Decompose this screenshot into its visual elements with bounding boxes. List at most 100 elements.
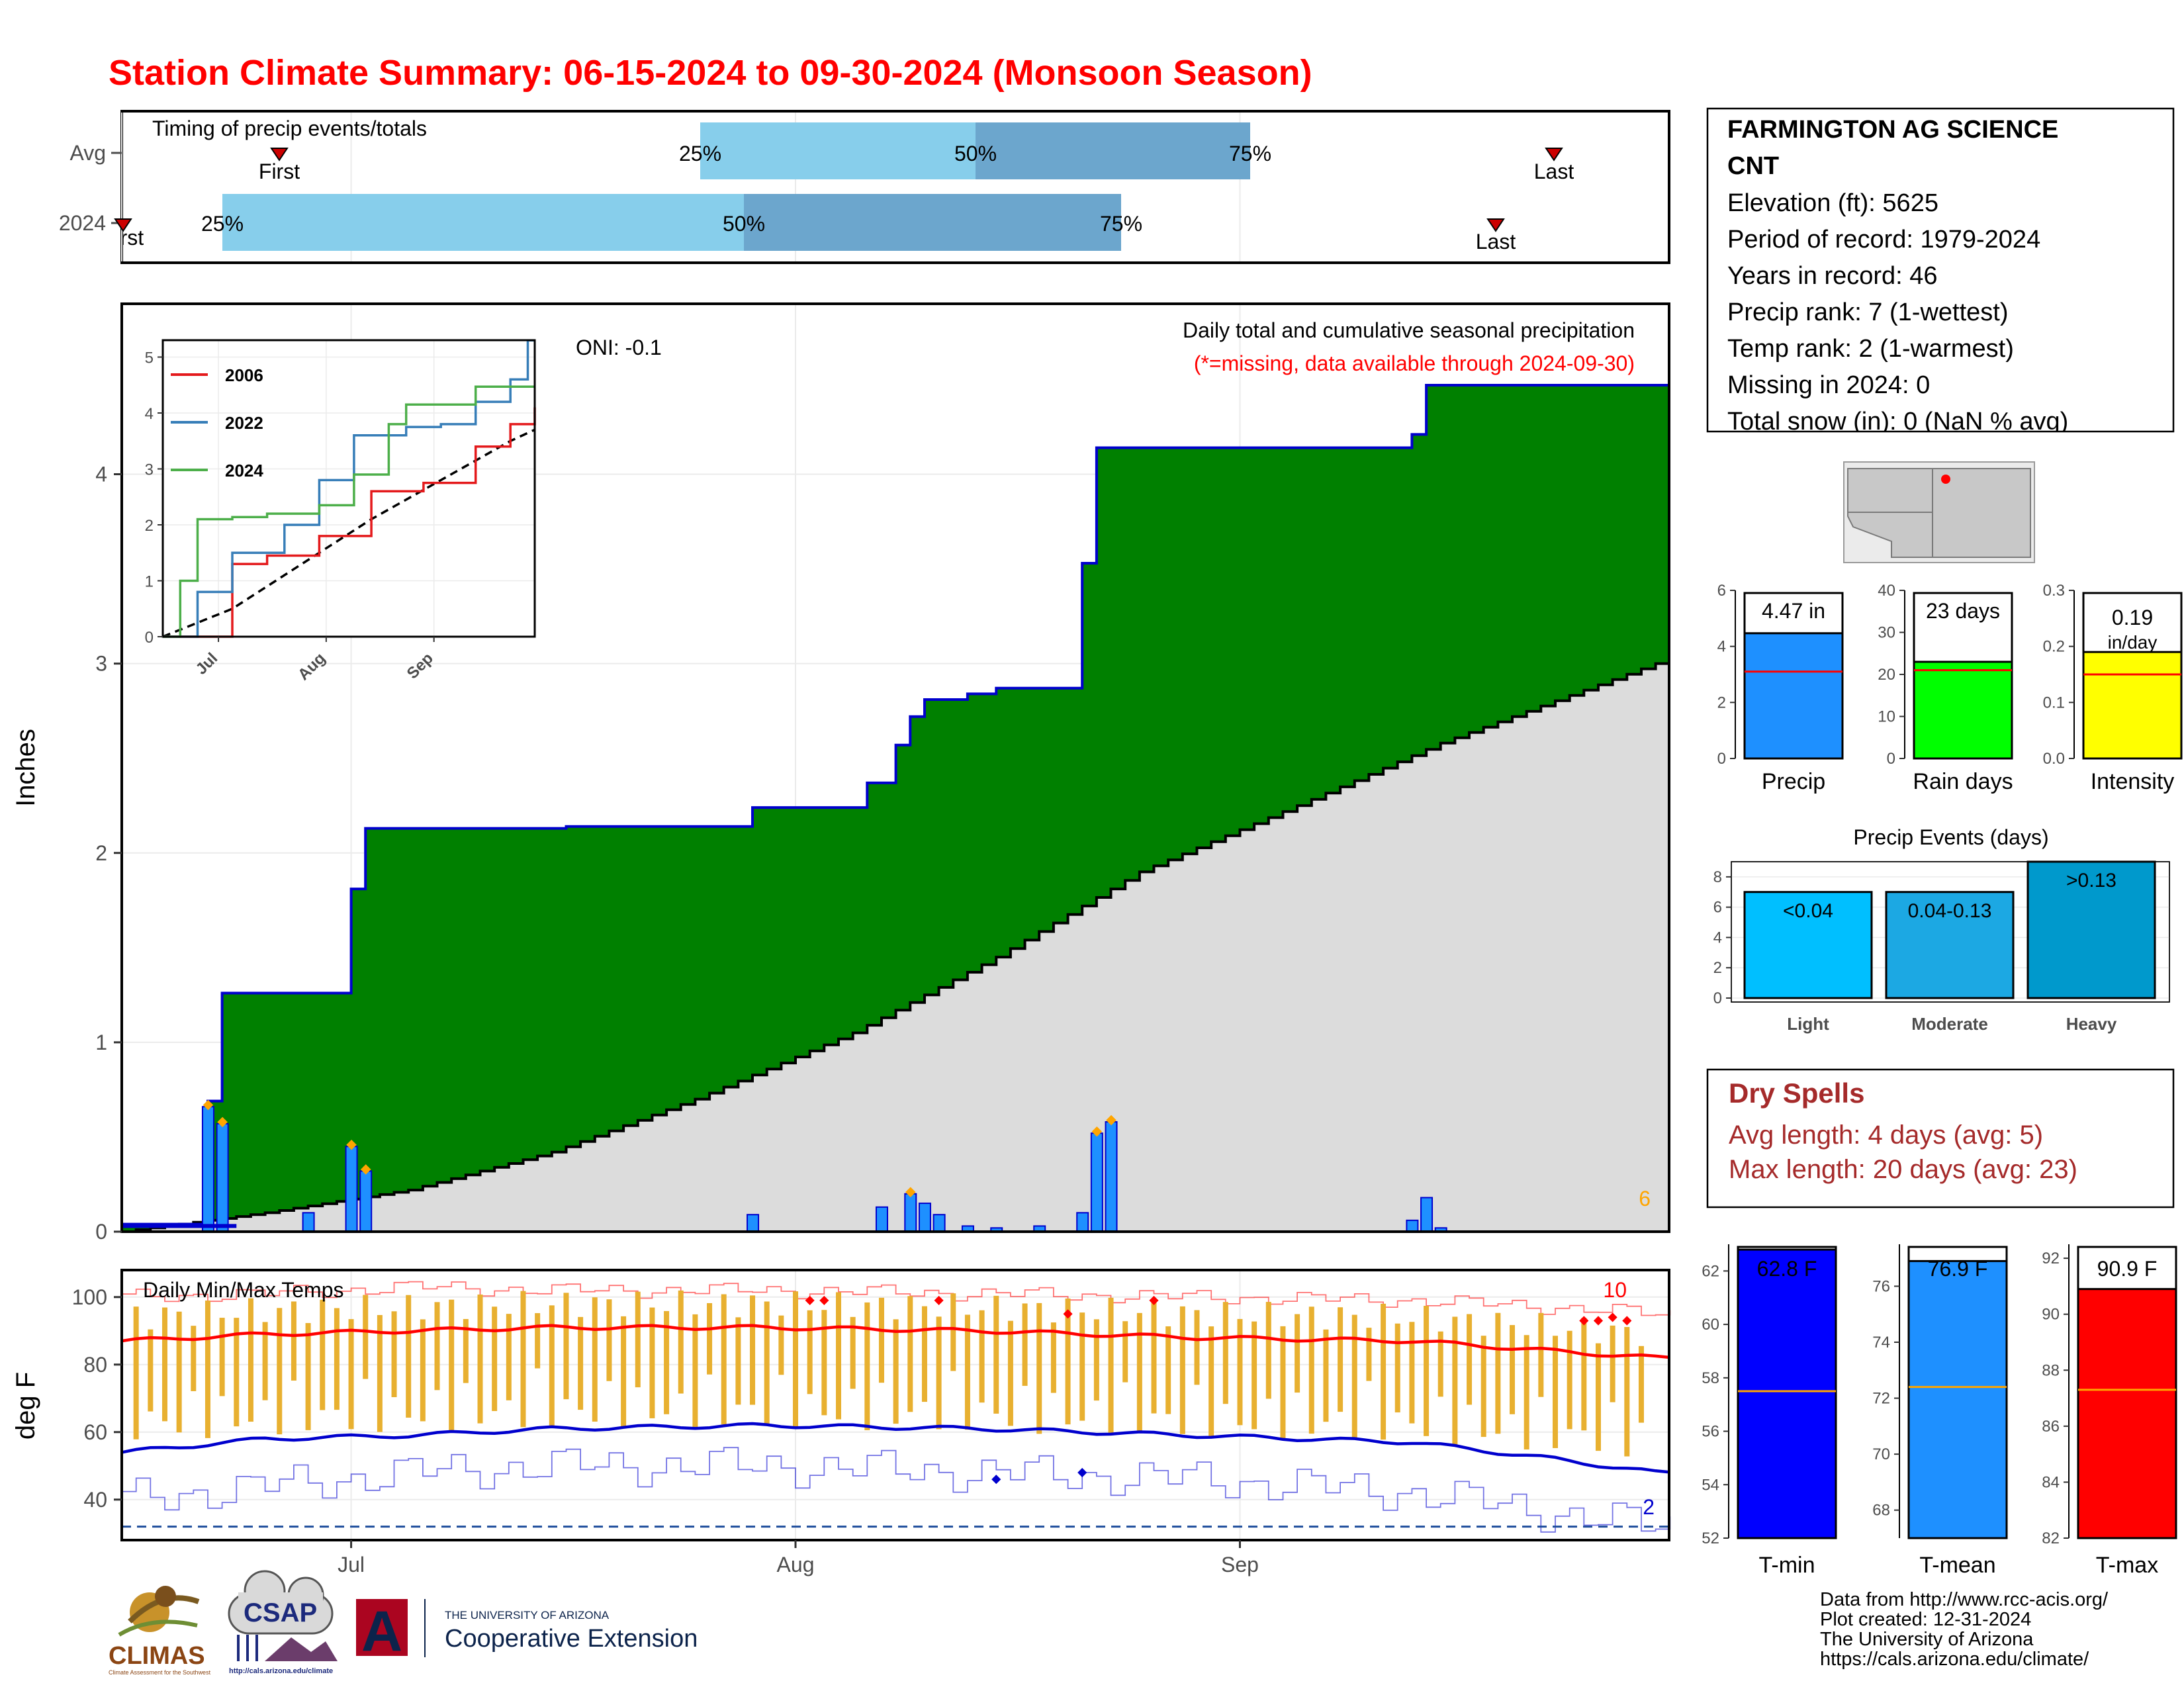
precip-panel-frame xyxy=(120,302,1670,1233)
temp-range-bar xyxy=(1495,1312,1501,1434)
ua-logo-block xyxy=(356,1599,408,1656)
station-info-line: Temp rank: 2 (1-warmest) xyxy=(1727,335,2014,363)
temp-range-bar xyxy=(1208,1326,1214,1439)
temp-range-bar xyxy=(219,1318,225,1396)
temp-range-bar xyxy=(406,1295,412,1418)
inset-y-tick-label: 1 xyxy=(145,573,154,591)
precip-ylabel: Inches xyxy=(11,729,40,807)
y2024-last-label: Last xyxy=(1476,230,1516,253)
temp-range-bar xyxy=(234,1318,240,1427)
ua-logo-line2: Cooperative Extension xyxy=(445,1625,698,1653)
temp-bar-tick-label: 58 xyxy=(1702,1369,1719,1387)
inset-y-ticks: 0 1 2 3 4 5 xyxy=(145,349,163,647)
temp-range-bar xyxy=(549,1305,555,1427)
temp-y-tick-label: 80 xyxy=(83,1353,107,1377)
temp-bar-label: T-min xyxy=(1759,1553,1815,1578)
locator-map xyxy=(1843,461,2035,563)
precip-corner-count: 6 xyxy=(1639,1187,1651,1211)
temp-range-bar xyxy=(1179,1306,1185,1434)
station-name-line-2: CNT xyxy=(1727,152,1779,180)
temp-range-bar xyxy=(1280,1326,1286,1440)
temp-range-bar xyxy=(778,1315,784,1375)
temp-range-bar xyxy=(305,1323,311,1430)
inset-frame-top xyxy=(161,339,536,638)
temp-range-bar xyxy=(921,1306,927,1402)
temp-range-bar xyxy=(148,1329,154,1412)
temp-bar-label: T-max xyxy=(2096,1553,2158,1578)
inset-frame xyxy=(161,339,536,638)
temp-bar-value-label: 76.9 F xyxy=(1928,1257,1988,1281)
temp-range-bar xyxy=(1050,1322,1056,1393)
daily-precip-bars xyxy=(122,1099,1447,1233)
events-bar-label: Moderate xyxy=(1911,1014,1988,1034)
daily-precip-marker xyxy=(217,1117,228,1128)
daily-precip-bar xyxy=(359,1170,373,1232)
station-info-line: Total snow (in): 0 (NaN % avg) xyxy=(1727,408,2068,435)
dry-spells-title: Dry Spells xyxy=(1729,1077,1864,1109)
y2024-q50-label: 50% xyxy=(723,212,765,236)
mini-bar-label: Precip xyxy=(1762,769,1825,794)
record-min-line xyxy=(122,1447,1671,1533)
missing-note: (*=missing, data available through 2024-… xyxy=(1194,351,1635,375)
avg-quartile-50-75-bar xyxy=(976,122,1250,179)
station-info-box: FARMINGTON AG SCIENCE CNT Elevation (ft): … xyxy=(1706,107,2175,435)
daily-precip-bar xyxy=(1105,1121,1118,1232)
temp-range-bar xyxy=(1265,1302,1271,1399)
temp-range-bar xyxy=(664,1310,670,1414)
daily-temp-range-bars xyxy=(133,1290,1644,1457)
station-name-line-1: FARMINGTON AG SCIENCE xyxy=(1727,116,2058,144)
temp-range-bar xyxy=(248,1298,253,1422)
y2024-q25-label: 25% xyxy=(201,212,244,236)
events-bar xyxy=(1885,891,2015,999)
temp-range-bar xyxy=(993,1295,999,1414)
temp-bar-tick-label: 54 xyxy=(1702,1476,1719,1494)
y2024-first-marker xyxy=(114,218,132,232)
daily-precip-marker xyxy=(905,1187,916,1198)
inset-y-tick-label: 2 xyxy=(145,517,154,535)
temp-range-bar xyxy=(391,1311,397,1398)
csap-mountains xyxy=(265,1637,338,1661)
csap-cloud-fill xyxy=(238,1592,323,1622)
temp-range-bar xyxy=(964,1314,970,1430)
temp-range-bar xyxy=(1567,1330,1572,1430)
temp-range-bar xyxy=(907,1296,913,1412)
temp-bar-tick-label: 92 xyxy=(2042,1250,2060,1267)
mini-bar-tick-label: 30 xyxy=(1878,624,1895,642)
daily-precip-bar xyxy=(1406,1219,1419,1232)
temp-panel-title: Daily Min/Max Temps xyxy=(143,1278,343,1302)
avg-quartile-25-50-bar xyxy=(700,122,976,179)
season-cumulative-line xyxy=(122,384,1669,1226)
mini-bar-label: Rain days xyxy=(1913,769,2013,794)
temp-range-bar xyxy=(434,1302,440,1391)
footer-line-2: Plot created: 12-31-2024 xyxy=(1820,1609,2031,1630)
avg-last-marker xyxy=(1545,148,1563,161)
temp-range-bar xyxy=(161,1307,167,1422)
daily-precip-bar xyxy=(933,1214,946,1233)
events-bar-value-label: <0.04 xyxy=(1783,900,1833,922)
temp-range-bar xyxy=(262,1322,268,1400)
page-title: Station Climate Summary: 06-15-2024 to 0… xyxy=(109,53,1312,93)
record-high-marker xyxy=(1149,1295,1159,1305)
temp-range-bar xyxy=(678,1290,684,1394)
daily-precip-bar xyxy=(875,1206,888,1232)
mini-bar-value xyxy=(1913,661,2013,760)
mini-bar-tick-label: 0.2 xyxy=(2043,638,2065,656)
mini-bar-tick-label: 2 xyxy=(1717,694,1726,711)
temp-range-bar xyxy=(1079,1312,1085,1421)
temp-y-tick-label: 60 xyxy=(83,1420,107,1444)
daily-precip-bar xyxy=(1090,1132,1103,1232)
temp-range-bar xyxy=(864,1302,870,1430)
temp-bar-tick-label: 56 xyxy=(1702,1423,1719,1441)
events-title: Precip Events (days) xyxy=(1853,825,2048,849)
station-location-dot xyxy=(1941,475,1950,484)
inset-2024-line xyxy=(163,385,535,638)
mini-bar-charts: 0 2 4 6 4.47 in Precip 0 10 20 30 40 23 days Rain da… xyxy=(1717,582,2183,794)
temp-bar-value-label: 90.9 F xyxy=(2097,1257,2158,1281)
temp-range-bar xyxy=(950,1293,956,1371)
season-total-bars-svg: 0 2 4 6 4.47 in Precip 0 10 20 30 40 23 days Rain da… xyxy=(1717,582,2183,794)
temp-bar-tick-label: 76 xyxy=(1872,1277,1890,1295)
temp-range-bar xyxy=(1136,1312,1142,1433)
temp-bar-value xyxy=(2077,1288,2177,1539)
temp-range-bar xyxy=(606,1299,612,1381)
avg-q75-label: 75% xyxy=(1229,142,1271,165)
